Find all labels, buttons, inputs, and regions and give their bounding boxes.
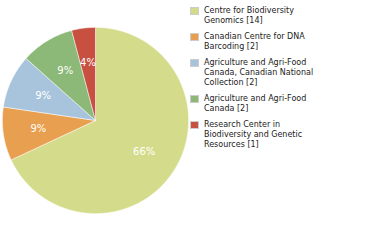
html-text:Research Center in Biodiversit: Research Center in Biodiversity and Gene…: [204, 120, 303, 149]
html-text:Canadian Centre for DNA Barcod: Canadian Centre for DNA Barcoding [2]: [204, 32, 305, 51]
html-text:Agriculture and Agri-Food Cana: Agriculture and Agri-Food Canada [2]: [204, 94, 307, 113]
html-text:Agriculture and Agri-Food Cana: Agriculture and Agri-Food Canada, Canadi…: [204, 58, 314, 87]
svg-text:9%: 9%: [57, 65, 73, 76]
svg-text:9%: 9%: [30, 123, 46, 134]
svg-text:9%: 9%: [35, 90, 51, 101]
html-text:Centre for Biodiversity Genomi: Centre for Biodiversity Genomics [14]: [204, 6, 294, 25]
svg-text:66%: 66%: [133, 146, 155, 157]
svg-text:4%: 4%: [80, 57, 96, 68]
